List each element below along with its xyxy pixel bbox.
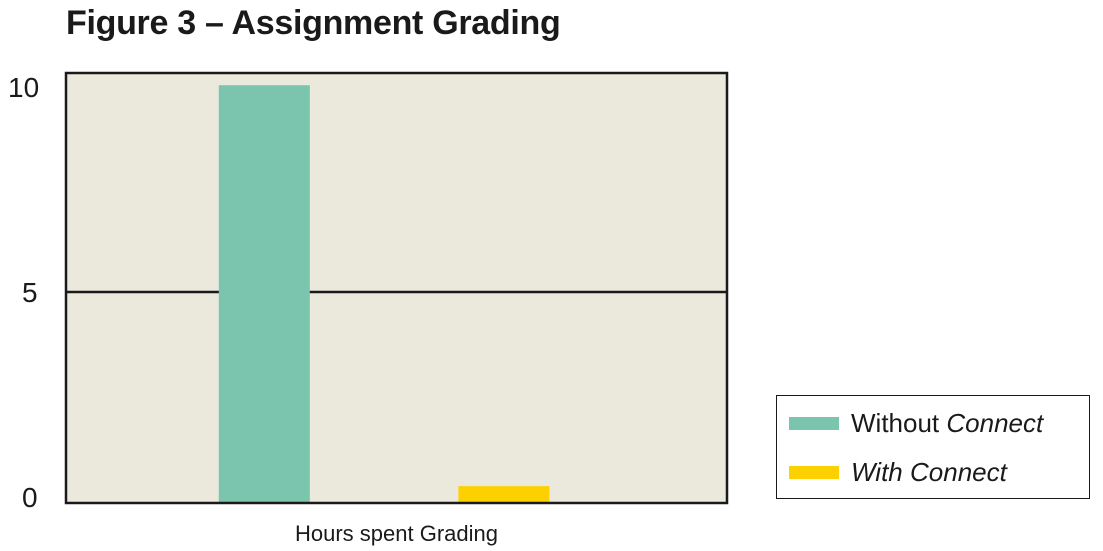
legend-swatch-with-connect xyxy=(789,465,839,479)
y-tick-label: 0 xyxy=(22,482,38,513)
legend-label-italic: Connect xyxy=(946,407,1044,438)
legend-item-with-connect: With Connect xyxy=(789,455,1007,489)
bar-with-connect xyxy=(458,486,550,503)
legend: Without Connect With Connect xyxy=(776,395,1090,499)
legend-swatch-without-connect xyxy=(789,416,839,430)
chart-title: Figure 3 – Assignment Grading xyxy=(66,4,561,42)
legend-label-plain: Without xyxy=(851,407,947,438)
y-tick-label: 10 xyxy=(8,72,39,103)
legend-label-italic: With Connect xyxy=(851,456,1007,487)
plot-frame xyxy=(64,71,729,505)
plot-area xyxy=(66,73,727,503)
legend-item-without-connect: Without Connect xyxy=(789,406,1043,440)
y-tick-label: 5 xyxy=(22,277,38,308)
x-axis-label: Hours spent Grading xyxy=(295,521,498,546)
bar-without-connect xyxy=(218,85,310,503)
